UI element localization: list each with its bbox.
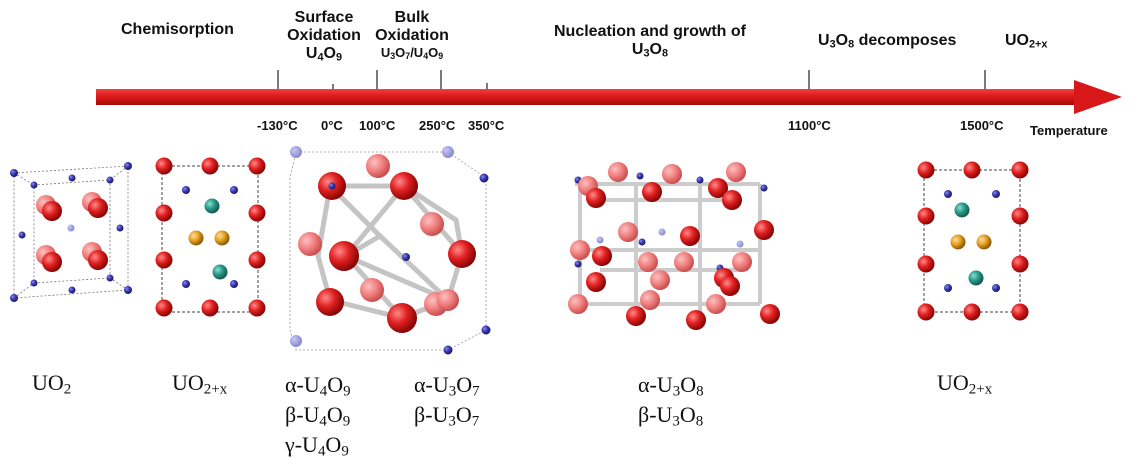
surface-oxidation-line2: Oxidation (287, 27, 361, 44)
nucleation-line1: Nucleation and growth of (554, 23, 746, 40)
bulk-oxidation-formula: U3O7/U4O9 (380, 45, 444, 62)
tick-label: 250°C (419, 118, 456, 133)
uo2x-top-label: UO2+x (1005, 32, 1048, 51)
tick-marks (277, 70, 986, 89)
structure-label-u3o8: α-U3O8 β-U3O8 (638, 372, 704, 430)
tick-label: 0°C (321, 118, 343, 133)
structure-label-uo2x: UO2+x (172, 370, 228, 398)
u3o8-decomposes-label: U3O8 decomposes (818, 32, 957, 51)
tick-label: 1500°C (960, 118, 1004, 133)
surface-oxidation-label: Surface Oxidation U4O9 (282, 9, 366, 63)
structure-label-uo2x-high: UO2+x (937, 370, 993, 398)
tick-label: 1100°C (788, 118, 831, 133)
bulk-oxidation-line1: Bulk (394, 9, 430, 26)
bulk-oxidation-line2: Oxidation (375, 27, 449, 44)
structure-label-u3o7: α-U3O7 β-U3O7 (414, 372, 480, 430)
uo2x-high-structure (917, 161, 1029, 321)
nucleation-formula: U3O8 (631, 41, 669, 60)
chemisorption-label: Chemisorption (121, 21, 234, 38)
u3o8-structure (568, 162, 780, 330)
uo2-structure (10, 162, 132, 302)
structure-label-u4o9: α-U4O9 β-U4O9 γ-U4O9 (285, 372, 351, 460)
temperature-arrow (96, 80, 1122, 114)
u4o9-cluster-structure (289, 146, 491, 355)
temperature-axis-title: Temperature (1030, 123, 1108, 138)
tick-label: -130°C (257, 118, 298, 133)
surface-oxidation-formula: U4O9 (305, 45, 343, 64)
nucleation-label: Nucleation and growth of U3O8 (530, 23, 770, 59)
structure-label-uo2: UO2 (32, 370, 72, 398)
bulk-oxidation-label: Bulk Oxidation U3O7/U4O9 (366, 9, 458, 62)
tick-label: 350°C (468, 118, 505, 133)
surface-oxidation-line1: Surface (294, 9, 354, 26)
tick-label: 100°C (359, 118, 396, 133)
uo2x-structure (155, 157, 266, 317)
